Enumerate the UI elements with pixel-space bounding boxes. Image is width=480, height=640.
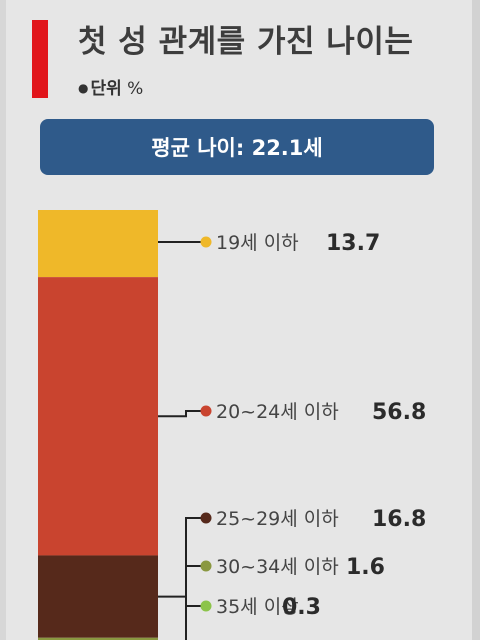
label-dot — [200, 405, 212, 417]
bullet-icon: ● — [78, 81, 89, 95]
unit-label: 단위 — [90, 79, 122, 99]
connector-line — [185, 605, 206, 640]
category-label: 25~29세 이하 — [216, 508, 339, 530]
bar-segment — [38, 210, 158, 278]
value-label: 0.3 — [282, 595, 321, 620]
category-label: 20~24세 이하 — [216, 401, 339, 423]
label-dot — [200, 600, 212, 612]
label-dot — [200, 512, 212, 524]
category-label: 35세 이상 — [216, 596, 299, 618]
connector-line — [158, 517, 206, 598]
label-dot — [200, 560, 212, 572]
value-label: 13.7 — [326, 231, 380, 256]
category-label: 30~34세 이하 — [216, 556, 339, 578]
average-age-banner: 평균 나이: 22.1세 — [40, 119, 434, 175]
chart-title: 첫 성 관계를 가진 나이는 — [78, 24, 414, 60]
left-edge-strip — [0, 0, 6, 640]
bar-segment — [38, 637, 158, 640]
label-dot — [200, 236, 212, 248]
title-accent-bar — [32, 20, 48, 98]
unit-symbol: % — [127, 79, 144, 99]
connector-line — [158, 410, 206, 418]
value-label: 16.8 — [372, 507, 426, 532]
value-label: 1.6 — [346, 555, 385, 580]
bar-segment — [38, 555, 158, 638]
bar-segment — [38, 277, 158, 556]
value-label: 56.8 — [372, 400, 426, 425]
category-label: 19세 이하 — [216, 232, 299, 254]
right-edge-strip — [472, 0, 480, 640]
average-age-text: 평균 나이: 22.1세 — [151, 136, 323, 160]
unit-note: ● 단위 % — [78, 74, 143, 99]
connector-line — [185, 565, 206, 640]
